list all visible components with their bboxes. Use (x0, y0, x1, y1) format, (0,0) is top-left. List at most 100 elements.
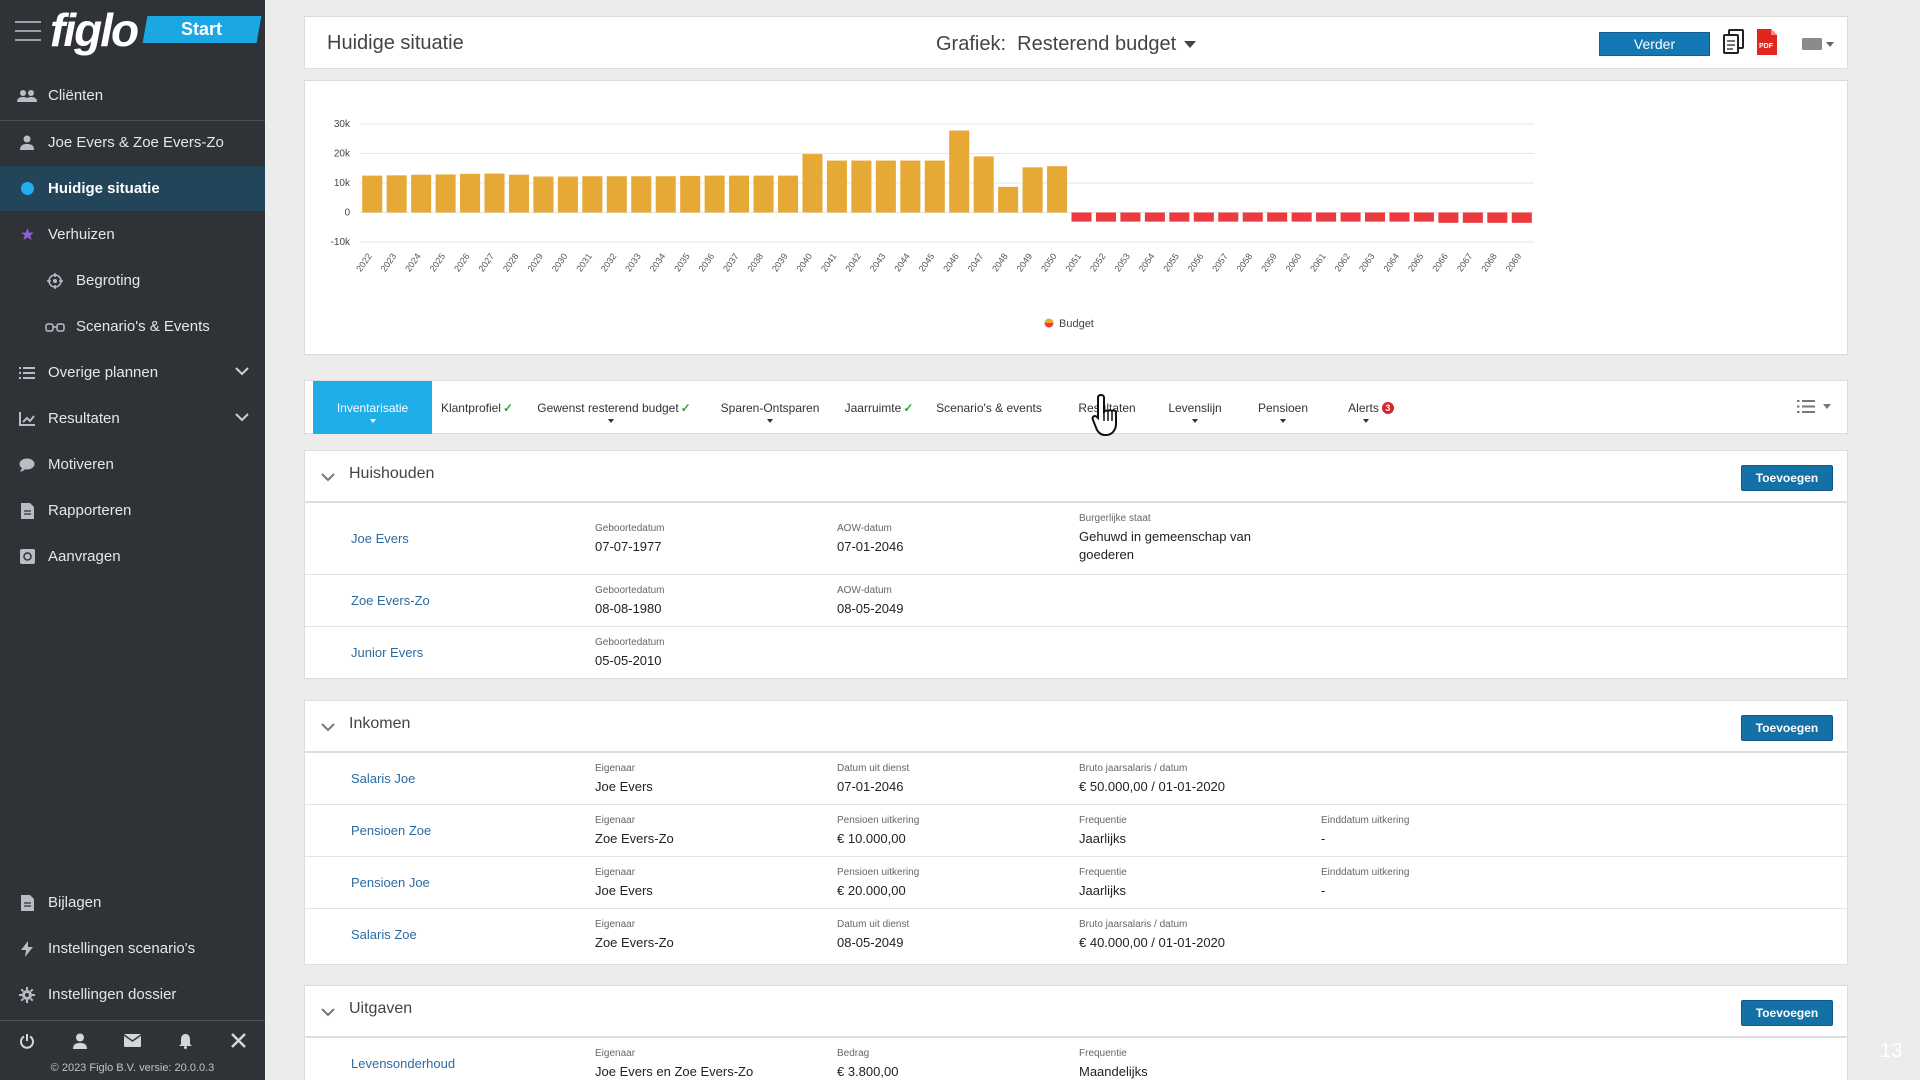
tab-resultaten[interactable]: Resultaten (1077, 381, 1137, 434)
sidebar-item-resultaten[interactable]: Resultaten (0, 396, 265, 441)
chart-bar (680, 175, 701, 213)
row-name-link[interactable]: Zoe Evers-Zo (351, 593, 430, 608)
section-header: Uitgaven Toevoegen (305, 986, 1847, 1038)
tab-gewenst-resterend-budget[interactable]: Gewenst resterend budget ✓ (535, 381, 693, 434)
tab-inventarisatie[interactable]: Inventarisatie (313, 381, 432, 434)
sidebar-item-bijlagen[interactable]: Bijlagen (0, 880, 265, 925)
row-name-link[interactable]: Levensonderhoud (351, 1056, 456, 1071)
x-tick-label: 2031 (574, 251, 594, 273)
chart-bar (949, 130, 970, 213)
field-label: Burgerlijke staat (1079, 513, 1151, 524)
sidebar-item-instellingen-dossier[interactable]: Instellingen dossier (0, 972, 265, 1017)
field-label: Datum uit dienst (837, 763, 910, 774)
view-options-dropdown[interactable] (1797, 400, 1831, 413)
add-button[interactable]: Toevoegen (1741, 1000, 1833, 1026)
graph-select-dropdown[interactable]: Grafiek: Resterend budget (936, 33, 1197, 56)
field-value: Jaarlijks (1079, 831, 1126, 846)
field-label: Eigenaar (595, 919, 636, 930)
chevron-down-icon[interactable] (321, 1004, 335, 1022)
page-number: 13 (1880, 1040, 1903, 1062)
tools-icon[interactable] (229, 1031, 249, 1051)
field: Frequentie Jaarlijks (1079, 815, 1127, 848)
sidebar-item-motiveren[interactable]: Motiveren (0, 442, 265, 487)
chart-bar (1071, 212, 1092, 222)
page-title: Huidige situatie (327, 32, 464, 54)
row-name-link[interactable]: Pensioen Zoe (351, 823, 432, 838)
svg-text:PDF: PDF (1759, 43, 1774, 50)
sidebar-item-label: Overige plannen (48, 364, 159, 381)
sidebar-item-overige-plannen[interactable]: Overige plannen (0, 350, 265, 395)
tab-bar: Inventarisatie Klantprofiel ✓ Gewenst res… (304, 380, 1848, 436)
chart-bar (1144, 212, 1165, 222)
sidebar-item-verhuizen[interactable]: Verhuizen (0, 212, 265, 257)
sidebar-item-aanvragen[interactable]: Aanvragen (0, 534, 265, 579)
verder-button[interactable]: Verder (1599, 32, 1710, 56)
list-item: Pensioen Zoe Eigenaar Zoe Evers-Zo Pensio… (305, 805, 1847, 857)
add-button[interactable]: Toevoegen (1741, 715, 1833, 741)
add-button[interactable]: Toevoegen (1741, 465, 1833, 491)
sidebar-item-clienten[interactable]: Cliënten (0, 73, 265, 118)
chart-bar (606, 176, 627, 213)
copy-icon[interactable] (1723, 29, 1747, 57)
pdf-icon[interactable]: PDF (1757, 29, 1781, 57)
power-icon[interactable] (17, 1031, 37, 1051)
field: Frequentie Maandelijks (1079, 1048, 1148, 1080)
chart-bar (484, 173, 505, 213)
field-value: 07-07-1977 (595, 539, 662, 554)
sidebar-item-client-dossier[interactable]: Joe Evers & Zoe Evers-Zo (0, 120, 265, 165)
language-flag-dropdown[interactable] (1802, 38, 1834, 50)
x-tick-label: 2032 (599, 251, 619, 273)
x-tick-label: 2051 (1063, 251, 1083, 273)
chevron-down-icon[interactable] (321, 719, 335, 737)
sidebar-item-begroting[interactable]: Begroting (0, 258, 265, 303)
field: Burgerlijke staat Gehuwd in gemeenschap v… (1079, 513, 1279, 564)
hamburger-menu-icon[interactable] (15, 21, 41, 41)
chart-bar (924, 160, 945, 213)
chevron-down-icon[interactable] (235, 409, 249, 426)
mail-icon[interactable] (123, 1031, 143, 1051)
sidebar-item-scenarios-events[interactable]: Scenario's & Events (0, 304, 265, 349)
document-icon (16, 502, 38, 519)
tab-levenslijn[interactable]: Levenslijn (1165, 381, 1225, 434)
chevron-down-icon[interactable] (321, 469, 335, 487)
caret-down-icon (1826, 41, 1834, 47)
row-name-link[interactable]: Joe Evers (351, 531, 409, 546)
field-value: Joe Evers (595, 779, 653, 794)
chevron-down-icon[interactable] (235, 363, 249, 380)
sidebar-item-rapporteren[interactable]: Rapporteren (0, 488, 265, 533)
x-tick-label: 2030 (550, 251, 570, 273)
row-name-link[interactable]: Junior Evers (351, 645, 424, 660)
field: Pensioen uitkering € 10.000,00 (837, 815, 919, 848)
tab-sparen-ontsparen[interactable]: Sparen-Ontsparen (721, 381, 819, 434)
chart-bar (1218, 212, 1239, 222)
tab-jaarruimte[interactable]: Jaarruimte ✓ (843, 381, 915, 434)
x-tick-label: 2024 (403, 251, 423, 273)
sidebar-item-huidige-situatie[interactable]: Huidige situatie (0, 166, 265, 211)
row-name-link[interactable]: Salaris Zoe (351, 927, 417, 942)
sidebar-item-instellingen-scenarios[interactable]: Instellingen scenario's (0, 926, 265, 971)
chart-bar (508, 174, 530, 213)
tab-klantprofiel[interactable]: Klantprofiel ✓ (437, 381, 517, 434)
field-value: 08-08-1980 (595, 601, 662, 616)
tab-alerts[interactable]: Alerts 3 (1341, 381, 1401, 434)
row-name-link[interactable]: Pensioen Joe (351, 875, 430, 890)
user-icon[interactable] (70, 1031, 90, 1051)
field: Datum uit dienst 07-01-2046 (837, 763, 909, 796)
tab-pensioen[interactable]: Pensioen (1253, 381, 1313, 434)
chart-bar (435, 174, 456, 213)
start-button[interactable]: Start (142, 16, 262, 43)
field-label: Eigenaar (595, 815, 636, 826)
caret-down-icon (369, 419, 376, 423)
chart-bar (582, 176, 603, 213)
field-label: Bruto jaarsalaris / datum (1079, 763, 1188, 774)
caret-down-icon (1823, 404, 1831, 409)
bell-icon[interactable] (176, 1031, 196, 1051)
chart-bar (900, 160, 921, 213)
row-name-link[interactable]: Salaris Joe (351, 771, 416, 786)
logo-bar: figlo Start (0, 0, 265, 60)
list-item: Zoe Evers-Zo Geboortedatum 08-08-1980 AOW… (305, 575, 1847, 627)
target-icon (44, 272, 66, 289)
field-value: Maandelijks (1079, 1064, 1148, 1079)
tab-scenarios-events[interactable]: Scenario's & events (935, 381, 1043, 434)
field: AOW-datum 07-01-2046 (837, 523, 904, 556)
